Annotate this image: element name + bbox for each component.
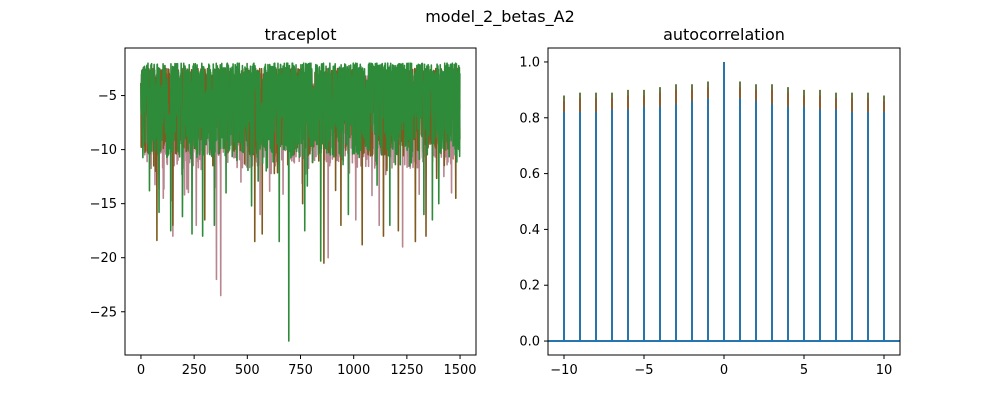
traceplot-ytick-label: −15	[90, 197, 117, 212]
traceplot-xtick-label: 250	[182, 363, 207, 378]
autocorrelation-title: autocorrelation	[663, 25, 785, 44]
autocorr-ytick-label: 0.4	[519, 223, 540, 238]
traceplot-ytick-label: −20	[90, 251, 117, 266]
traceplot-series	[140, 62, 461, 342]
traceplot-ytick-label: −5	[98, 89, 117, 104]
traceplot-xtick-label: 1000	[337, 363, 370, 378]
traceplot-panel: traceplot 0 250 500 750 1000 1250 1500 −25 −20 −1…	[90, 25, 477, 378]
traceplot-ytick-label: −25	[90, 305, 117, 320]
traceplot-xtick-label: 0	[137, 363, 145, 378]
autocorr-ytick-label: 0.2	[519, 279, 540, 294]
autocorr-ytick-label: 0.6	[519, 167, 540, 182]
traceplot-line-2	[140, 62, 461, 342]
traceplot-axes: 0 250 500 750 1000 1250 1500 −25 −20 −15 −10 −5	[90, 89, 477, 378]
autocorr-xtick-label: 0	[720, 363, 728, 378]
autocorrelation-panel: autocorrelation −10 −5 0 5 10 0.0 0.2 0.4 0.6 0.8…	[519, 25, 901, 378]
figure-suptitle: model_2_betas_A2	[425, 7, 575, 27]
traceplot-xtick-label: 1500	[443, 363, 476, 378]
autocorr-xtick-label: −5	[634, 363, 653, 378]
autocorrelation-series	[548, 61, 900, 342]
autocorr-xtick-label: 5	[800, 363, 808, 378]
autocorrelation-axes: −10 −5 0 5 10 0.0 0.2 0.4 0.6 0.8 1.0	[519, 55, 892, 378]
traceplot-ytick-label: −10	[90, 143, 117, 158]
traceplot-title: traceplot	[265, 25, 337, 44]
autocorr-ytick-label: 0.8	[519, 111, 540, 126]
autocorr-xtick-label: −10	[550, 363, 577, 378]
autocorr-xtick-label: 10	[876, 363, 893, 378]
autocorr-ytick-label: 0.0	[519, 335, 540, 350]
autocorr-ytick-label: 1.0	[519, 55, 540, 70]
traceplot-xtick-label: 500	[235, 363, 260, 378]
traceplot-xtick-label: 1250	[390, 363, 423, 378]
traceplot-xtick-label: 750	[288, 363, 313, 378]
